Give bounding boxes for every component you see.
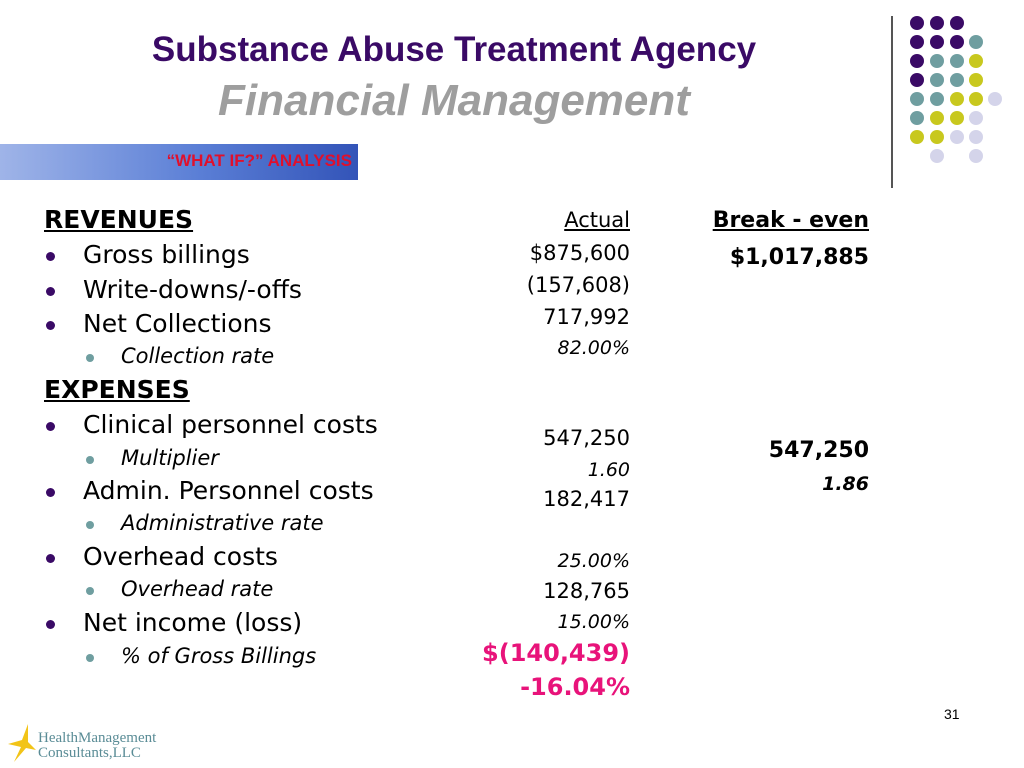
net-income-label: Net income (loss): [83, 608, 303, 637]
dot: [950, 92, 964, 106]
clinical-costs-breakeven: 547,250: [768, 438, 869, 463]
dot: [930, 130, 944, 144]
dot: [910, 16, 924, 30]
bullet: [46, 488, 55, 497]
clinical-costs-actual: 547,250: [543, 426, 630, 450]
admin-costs-actual: 182,417: [543, 487, 630, 511]
dot: [930, 16, 944, 30]
clinical-costs-label: Clinical personnel costs: [83, 410, 378, 439]
gross-billings-breakeven: $1,017,885: [729, 245, 869, 270]
net-income-actual: 15.00%: [557, 611, 630, 633]
dot: [930, 111, 944, 125]
expenses-heading: EXPENSES: [44, 375, 190, 404]
bullet: [46, 620, 55, 629]
bullet: [46, 252, 55, 261]
bullet: [46, 287, 55, 296]
collection-rate-label: Collection rate: [121, 344, 275, 368]
dot: [950, 73, 964, 87]
sub-bullet: [86, 587, 94, 595]
multiplier-breakeven: 1.86: [822, 473, 869, 495]
column-header-actual: Actual: [564, 208, 630, 232]
dot: [930, 54, 944, 68]
dot: [950, 16, 964, 30]
dot: [910, 54, 924, 68]
pct-gross-label: % of Gross Billings: [121, 644, 317, 668]
bullet: [46, 554, 55, 563]
bullet: [46, 321, 55, 330]
sub-bullet: [86, 521, 94, 529]
dot: [910, 130, 924, 144]
page-number: 31: [944, 706, 960, 722]
dot: [950, 35, 964, 49]
dot: [969, 149, 983, 163]
admin-costs-label: Admin. Personnel costs: [83, 476, 374, 505]
company-logo: HealthManagement Consultants,LLC: [6, 722, 176, 764]
dot: [930, 92, 944, 106]
dot: [910, 111, 924, 125]
multiplier-actual: 1.60: [587, 459, 630, 481]
net-collections-label: Net Collections: [83, 309, 272, 338]
write-downs-actual: (157,608): [526, 273, 630, 297]
overhead-rate-label: Overhead rate: [121, 577, 274, 601]
final-pct-actual: -16.04%: [520, 673, 630, 701]
gross-billings-actual: $875,600: [529, 241, 630, 265]
dot: [930, 35, 944, 49]
dot: [910, 92, 924, 106]
collection-rate-actual: 82.00%: [557, 337, 630, 359]
sub-bullet: [86, 654, 94, 662]
sub-bullet: [86, 456, 94, 464]
column-header-breakeven: Break - even: [712, 208, 869, 233]
overhead-costs-actual: 25.00%: [557, 550, 630, 572]
dot: [988, 92, 1002, 106]
revenues-heading: REVENUES: [44, 205, 194, 234]
overhead-costs-label: Overhead costs: [83, 542, 278, 571]
bullet: [46, 422, 55, 431]
dot: [930, 149, 944, 163]
analysis-banner: “WHAT IF?” ANALYSIS: [0, 144, 358, 180]
dot: [969, 92, 983, 106]
divider-line: [891, 16, 893, 188]
logo-line2: Consultants,LLC: [38, 745, 141, 761]
sub-bullet: [86, 354, 94, 362]
dot: [969, 130, 983, 144]
dot: [930, 73, 944, 87]
slide-title: Substance Abuse Treatment Agency: [151, 30, 757, 69]
dot: [950, 54, 964, 68]
dot: [950, 130, 964, 144]
dot: [969, 35, 983, 49]
dot: [969, 73, 983, 87]
admin-rate-label: Administrative rate: [121, 511, 324, 535]
overhead-rate-actual: 128,765: [543, 579, 630, 603]
write-downs-label: Write-downs/-offs: [83, 275, 302, 304]
net-collections-actual: 717,992: [543, 305, 630, 329]
banner-label: “WHAT IF?” ANALYSIS: [166, 151, 352, 170]
slide-subtitle: Financial Management: [218, 76, 690, 125]
dot: [950, 111, 964, 125]
multiplier-label: Multiplier: [121, 446, 219, 470]
dot: [969, 54, 983, 68]
star-icon: [8, 724, 36, 762]
pct-gross-actual: $(140,439): [482, 639, 630, 667]
logo-line1: HealthManagement: [38, 730, 157, 746]
dot: [969, 111, 983, 125]
dot: [910, 73, 924, 87]
gross-billings-label: Gross billings: [83, 240, 250, 269]
dot: [910, 35, 924, 49]
